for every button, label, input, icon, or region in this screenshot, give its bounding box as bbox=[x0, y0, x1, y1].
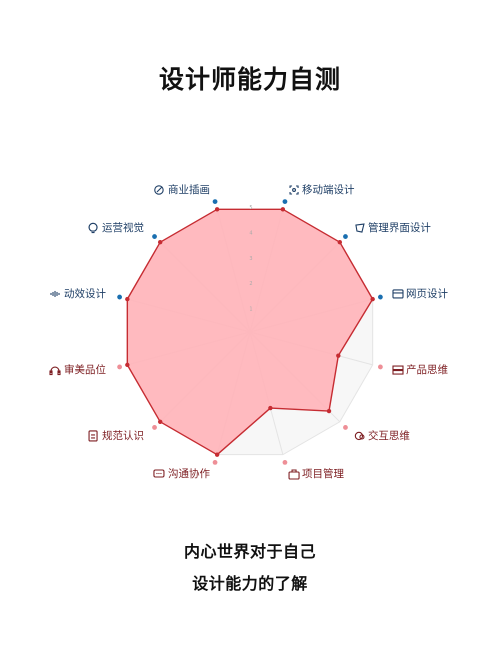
briefcase-icon bbox=[288, 469, 300, 480]
data-point bbox=[336, 353, 341, 358]
audio-wave-icon bbox=[50, 290, 60, 297]
axis-label-4: 产品思维 bbox=[392, 363, 448, 376]
data-point bbox=[214, 452, 220, 457]
axis-label-3: 网页设计 bbox=[392, 287, 448, 300]
axis-label-7: 沟通协作 bbox=[153, 467, 210, 480]
axis-label-2: 管理界面设计 bbox=[355, 221, 431, 234]
axis-marker bbox=[378, 364, 383, 370]
axis-label-text: 移动端设计 bbox=[302, 183, 355, 196]
data-point bbox=[280, 207, 286, 212]
circles-icon bbox=[354, 431, 365, 441]
data-point bbox=[125, 362, 130, 368]
axis-label-text: 运营视觉 bbox=[102, 221, 144, 234]
axis-label-1: 移动端设计 bbox=[289, 183, 355, 196]
axis-label-6: 项目管理 bbox=[288, 467, 345, 480]
axis-marker bbox=[343, 234, 348, 239]
data-point bbox=[268, 405, 273, 411]
axis-label-5: 交互思维 bbox=[354, 429, 410, 442]
data-point bbox=[157, 239, 163, 245]
axis-label-text: 产品思维 bbox=[406, 363, 448, 376]
axis-marker bbox=[343, 425, 348, 430]
axis-label-text: 商业插画 bbox=[168, 183, 210, 196]
axis-label-10: 动效设计 bbox=[50, 287, 107, 300]
tagline-line-1: 内心世界对于自己 bbox=[183, 542, 316, 561]
axis-label-text: 动效设计 bbox=[64, 287, 106, 300]
browser-window-icon bbox=[392, 289, 404, 299]
axis-label-text: 交互思维 bbox=[368, 429, 410, 442]
axis-marker bbox=[152, 234, 157, 239]
axis-marker bbox=[152, 425, 157, 430]
data-point bbox=[326, 408, 332, 414]
headphones-icon bbox=[49, 366, 61, 376]
scan-icon bbox=[289, 185, 299, 195]
axis-marker bbox=[282, 460, 288, 465]
tick-label: 1 bbox=[249, 307, 252, 313]
document-icon bbox=[88, 430, 98, 442]
data-point bbox=[337, 239, 343, 245]
tick-label: 3 bbox=[249, 256, 252, 262]
axis-marker bbox=[117, 294, 123, 300]
tagline-line-2: 设计能力的了解 bbox=[192, 574, 308, 593]
lightbulb-icon bbox=[88, 222, 98, 234]
server-stack-icon bbox=[392, 365, 404, 375]
axis-label-11: 运营视觉 bbox=[88, 221, 144, 234]
data-point bbox=[157, 419, 163, 425]
axis-label-text: 网页设计 bbox=[406, 287, 448, 300]
data-point bbox=[214, 207, 220, 212]
axis-marker bbox=[212, 460, 218, 465]
axis-marker bbox=[282, 199, 288, 205]
chat-bubble-icon bbox=[153, 469, 165, 478]
axis-marker bbox=[378, 294, 383, 300]
tick-label: 4 bbox=[249, 230, 252, 236]
axis-label-text: 规范认识 bbox=[102, 429, 144, 442]
vector-path-icon bbox=[355, 223, 365, 233]
data-point bbox=[370, 296, 375, 302]
compass-icon bbox=[154, 185, 164, 195]
axis-label-text: 项目管理 bbox=[302, 467, 344, 480]
page-title: 设计师能力自测 bbox=[158, 65, 341, 94]
axis-label-text: 审美品位 bbox=[64, 363, 106, 376]
tick-label: 5 bbox=[249, 205, 252, 211]
data-point bbox=[125, 296, 130, 302]
axis-label-0: 商业插画 bbox=[154, 183, 210, 196]
axis-marker bbox=[117, 364, 123, 370]
axis-label-9: 审美品位 bbox=[49, 363, 107, 376]
axis-label-8: 规范认识 bbox=[88, 429, 144, 442]
axis-label-text: 管理界面设计 bbox=[368, 221, 431, 234]
axis-marker bbox=[212, 199, 218, 205]
axis-label-text: 沟通协作 bbox=[168, 467, 210, 480]
tick-label: 2 bbox=[249, 281, 252, 287]
